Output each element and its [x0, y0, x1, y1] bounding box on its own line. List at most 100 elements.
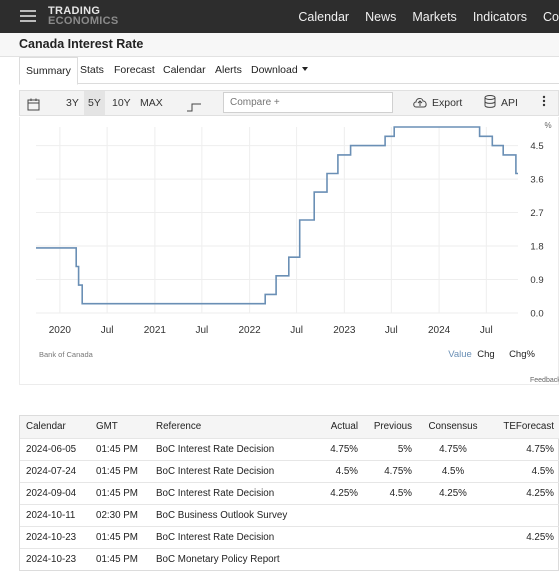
range-10y-button[interactable]: 10Y: [112, 97, 131, 109]
api-button[interactable]: API: [484, 91, 518, 115]
table-row[interactable]: 2024-06-05 01:45 PM BoC Interest Rate Deci…: [20, 438, 559, 460]
header-gmt[interactable]: GMT: [96, 421, 118, 433]
tab-forecast[interactable]: Forecast: [114, 64, 155, 76]
nav-links: Calendar News Markets Indicators Co: [282, 0, 559, 33]
tab-download-label: Download: [251, 64, 298, 76]
cell-reference[interactable]: BoC Interest Rate Decision: [156, 465, 275, 477]
tab-summary[interactable]: Summary: [19, 57, 78, 85]
logo[interactable]: TRADING ECONOMICS: [48, 5, 119, 27]
y-tick-label: 4.5: [530, 141, 543, 152]
cell-teforecast: [488, 548, 559, 570]
export-label: Export: [432, 97, 463, 109]
calendar-icon[interactable]: [27, 96, 40, 111]
header-previous[interactable]: Previous: [373, 421, 412, 433]
caret-down-icon: [301, 67, 308, 71]
nav-link-markets[interactable]: Markets: [412, 9, 457, 24]
cell-reference[interactable]: BoC Interest Rate Decision: [156, 531, 275, 543]
cell-previous: [364, 526, 418, 548]
header-teforecast[interactable]: TEForecast: [503, 421, 554, 433]
source-label: Bank of Canada: [39, 350, 94, 359]
cell-time: 02:30 PM: [96, 509, 138, 521]
cell-reference[interactable]: BoC Monetary Policy Report: [156, 553, 280, 565]
chart-type-step-icon[interactable]: [186, 97, 202, 112]
chart-toolbar: 3Y 5Y 10Y MAX Export API: [19, 90, 559, 116]
x-tick-label: Jul: [101, 325, 114, 336]
cell-teforecast: 4.25%: [526, 487, 554, 499]
cell-teforecast: 4.25%: [526, 531, 554, 543]
x-tick-label: 2020: [49, 325, 72, 336]
table-row[interactable]: 2024-10-23 01:45 PM BoC Monetary Policy Re…: [20, 548, 559, 570]
cell-actual: 4.25%: [330, 487, 358, 499]
compare-input[interactable]: [223, 92, 393, 113]
nav-link-calendar[interactable]: Calendar: [298, 9, 350, 24]
range-5y-button[interactable]: 5Y: [84, 91, 105, 115]
cell-teforecast: [488, 504, 559, 526]
nav-link-news[interactable]: News: [365, 9, 397, 24]
more-options-icon[interactable]: [542, 91, 546, 115]
nav-link-indicators[interactable]: Indicators: [472, 9, 528, 24]
x-tick-label: Jul: [480, 325, 493, 336]
tab-download[interactable]: Download: [251, 57, 308, 84]
cell-actual: 4.75%: [330, 443, 358, 455]
rate-series-line: [36, 126, 518, 305]
cell-previous: 4.75%: [384, 465, 412, 477]
x-tick-label: Jul: [385, 325, 398, 336]
cell-actual: 4.5%: [335, 465, 358, 477]
database-icon: [484, 95, 496, 108]
x-tick-label: 2024: [428, 325, 451, 336]
export-button[interactable]: Export: [412, 91, 462, 115]
cell-actual: [310, 548, 364, 570]
table-row[interactable]: 2024-09-04 01:45 PM BoC Interest Rate Deci…: [20, 482, 559, 504]
header-calendar[interactable]: Calendar: [26, 421, 66, 433]
cell-actual: [310, 526, 364, 548]
table-row[interactable]: 2024-10-11 02:30 PM BoC Business Outlook S…: [20, 504, 559, 526]
page-title: Canada Interest Rate: [19, 37, 144, 51]
cell-previous: [364, 504, 418, 526]
header-reference[interactable]: Reference: [156, 421, 202, 433]
cell-reference[interactable]: BoC Interest Rate Decision: [156, 443, 275, 455]
y-tick-label: 2.7: [530, 208, 543, 219]
y-unit-label: %: [544, 121, 551, 130]
calendar-table: Calendar GMT Reference Actual Previous C…: [19, 415, 559, 571]
chg-toggle[interactable]: Chg: [477, 349, 494, 360]
x-tick-label: 2023: [333, 325, 356, 336]
title-bar: Canada Interest Rate: [0, 33, 559, 57]
cell-date: 2024-10-23: [26, 531, 77, 543]
x-tick-label: 2021: [144, 325, 167, 336]
range-max-button[interactable]: MAX: [140, 97, 163, 109]
cell-time: 01:45 PM: [96, 443, 138, 455]
cell-consensus: [418, 548, 488, 570]
cell-reference[interactable]: BoC Business Outlook Survey: [156, 509, 288, 521]
cell-consensus: [418, 504, 488, 526]
tab-calendar[interactable]: Calendar: [163, 64, 206, 76]
table-header-row: Calendar GMT Reference Actual Previous C…: [20, 416, 559, 438]
table-row[interactable]: 2024-10-23 01:45 PM BoC Interest Rate Deci…: [20, 526, 559, 548]
tab-bar: Summary Stats Forecast Calendar Alerts D…: [19, 57, 559, 85]
cell-date: 2024-10-23: [26, 553, 77, 565]
header-consensus[interactable]: Consensus: [428, 421, 478, 433]
y-tick-label: 1.8: [530, 242, 543, 253]
nav-link-more[interactable]: Co: [543, 9, 559, 24]
cell-consensus: 4.5%: [441, 465, 465, 477]
cloud-upload-icon: [413, 98, 427, 108]
cell-actual: [310, 504, 364, 526]
cell-consensus: 4.75%: [439, 443, 467, 455]
range-3y-button[interactable]: 3Y: [66, 97, 79, 109]
y-tick-label: 0.0: [530, 309, 543, 320]
table-row[interactable]: 2024-07-24 01:45 PM BoC Interest Rate Deci…: [20, 460, 559, 482]
tab-alerts[interactable]: Alerts: [215, 64, 242, 76]
cell-time: 01:45 PM: [96, 553, 138, 565]
x-tick-label: Jul: [290, 325, 303, 336]
cell-date: 2024-09-04: [26, 487, 77, 499]
cell-teforecast: 4.75%: [526, 443, 554, 455]
cell-consensus: [418, 526, 488, 548]
tab-stats[interactable]: Stats: [80, 64, 104, 76]
menu-icon[interactable]: [20, 10, 36, 22]
cell-reference[interactable]: BoC Interest Rate Decision: [156, 487, 275, 499]
cell-previous: [364, 548, 418, 570]
value-toggle[interactable]: Value: [448, 349, 472, 360]
feedback-link[interactable]: Feedback: [530, 377, 559, 384]
logo-line1: TRADING: [48, 5, 101, 17]
header-actual[interactable]: Actual: [330, 421, 358, 433]
chg-percent-toggle[interactable]: Chg%: [509, 349, 535, 360]
